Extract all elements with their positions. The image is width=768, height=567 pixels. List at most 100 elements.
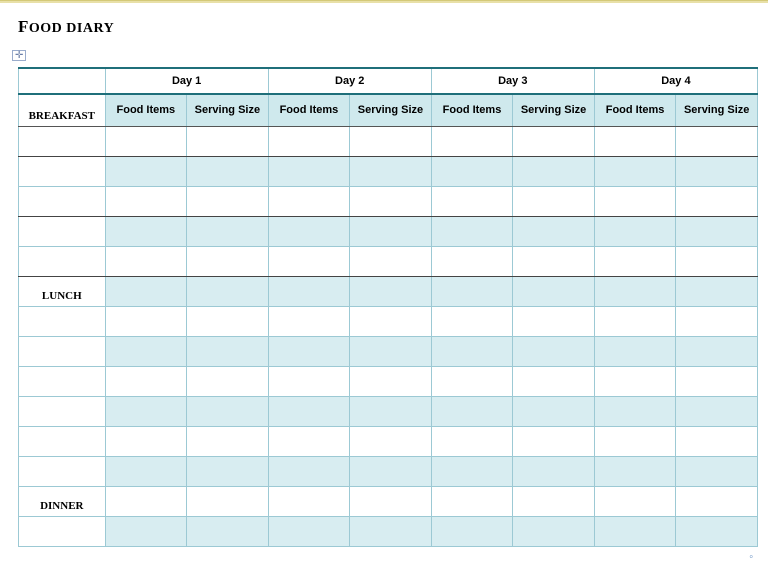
data-cell[interactable] — [513, 276, 595, 306]
data-cell[interactable] — [594, 486, 676, 516]
data-cell[interactable] — [350, 396, 432, 426]
data-cell[interactable] — [268, 486, 350, 516]
data-cell[interactable] — [513, 456, 595, 486]
data-cell[interactable] — [431, 396, 513, 426]
data-cell[interactable] — [676, 216, 758, 246]
data-cell[interactable] — [431, 186, 513, 216]
data-cell[interactable] — [187, 156, 269, 186]
data-cell[interactable] — [105, 246, 187, 276]
data-cell[interactable] — [594, 456, 676, 486]
data-cell[interactable] — [676, 156, 758, 186]
data-cell[interactable] — [268, 276, 350, 306]
data-cell[interactable] — [350, 276, 432, 306]
data-cell[interactable] — [187, 336, 269, 366]
data-cell[interactable] — [676, 366, 758, 396]
data-cell[interactable] — [594, 336, 676, 366]
data-cell[interactable] — [350, 306, 432, 336]
data-cell[interactable] — [268, 306, 350, 336]
data-cell[interactable] — [513, 126, 595, 156]
data-cell[interactable] — [350, 186, 432, 216]
data-cell[interactable] — [513, 156, 595, 186]
data-cell[interactable] — [105, 216, 187, 246]
data-cell[interactable] — [187, 516, 269, 546]
data-cell[interactable] — [431, 246, 513, 276]
data-cell[interactable] — [268, 216, 350, 246]
data-cell[interactable] — [676, 456, 758, 486]
data-cell[interactable] — [105, 336, 187, 366]
data-cell[interactable] — [431, 366, 513, 396]
data-cell[interactable] — [594, 516, 676, 546]
data-cell[interactable] — [268, 396, 350, 426]
data-cell[interactable] — [187, 366, 269, 396]
data-cell[interactable] — [431, 306, 513, 336]
data-cell[interactable] — [513, 516, 595, 546]
data-cell[interactable] — [594, 126, 676, 156]
data-cell[interactable] — [105, 126, 187, 156]
data-cell[interactable] — [676, 306, 758, 336]
data-cell[interactable] — [513, 396, 595, 426]
data-cell[interactable] — [594, 246, 676, 276]
data-cell[interactable] — [105, 426, 187, 456]
data-cell[interactable] — [676, 336, 758, 366]
data-cell[interactable] — [676, 126, 758, 156]
data-cell[interactable] — [431, 426, 513, 456]
data-cell[interactable] — [431, 126, 513, 156]
data-cell[interactable] — [350, 216, 432, 246]
data-cell[interactable] — [268, 156, 350, 186]
data-cell[interactable] — [513, 336, 595, 366]
data-cell[interactable] — [105, 306, 187, 336]
data-cell[interactable] — [350, 516, 432, 546]
data-cell[interactable] — [350, 366, 432, 396]
data-cell[interactable] — [268, 186, 350, 216]
data-cell[interactable] — [268, 426, 350, 456]
data-cell[interactable] — [350, 426, 432, 456]
data-cell[interactable] — [431, 336, 513, 366]
data-cell[interactable] — [431, 156, 513, 186]
data-cell[interactable] — [431, 456, 513, 486]
data-cell[interactable] — [676, 516, 758, 546]
data-cell[interactable] — [350, 336, 432, 366]
data-cell[interactable] — [350, 456, 432, 486]
data-cell[interactable] — [268, 366, 350, 396]
data-cell[interactable] — [513, 306, 595, 336]
data-cell[interactable] — [187, 126, 269, 156]
data-cell[interactable] — [268, 246, 350, 276]
data-cell[interactable] — [594, 396, 676, 426]
data-cell[interactable] — [431, 276, 513, 306]
data-cell[interactable] — [594, 216, 676, 246]
data-cell[interactable] — [187, 276, 269, 306]
data-cell[interactable] — [676, 246, 758, 276]
data-cell[interactable] — [594, 366, 676, 396]
data-cell[interactable] — [676, 486, 758, 516]
data-cell[interactable] — [431, 216, 513, 246]
data-cell[interactable] — [350, 486, 432, 516]
data-cell[interactable] — [187, 486, 269, 516]
data-cell[interactable] — [105, 366, 187, 396]
data-cell[interactable] — [513, 486, 595, 516]
data-cell[interactable] — [105, 486, 187, 516]
data-cell[interactable] — [513, 216, 595, 246]
data-cell[interactable] — [268, 126, 350, 156]
data-cell[interactable] — [431, 516, 513, 546]
data-cell[interactable] — [105, 156, 187, 186]
data-cell[interactable] — [105, 276, 187, 306]
data-cell[interactable] — [187, 306, 269, 336]
data-cell[interactable] — [513, 426, 595, 456]
data-cell[interactable] — [268, 516, 350, 546]
data-cell[interactable] — [105, 456, 187, 486]
data-cell[interactable] — [105, 396, 187, 426]
data-cell[interactable] — [105, 186, 187, 216]
data-cell[interactable] — [594, 156, 676, 186]
data-cell[interactable] — [676, 186, 758, 216]
data-cell[interactable] — [187, 396, 269, 426]
data-cell[interactable] — [676, 276, 758, 306]
data-cell[interactable] — [594, 306, 676, 336]
data-cell[interactable] — [187, 246, 269, 276]
data-cell[interactable] — [594, 186, 676, 216]
data-cell[interactable] — [350, 246, 432, 276]
data-cell[interactable] — [187, 216, 269, 246]
data-cell[interactable] — [350, 156, 432, 186]
data-cell[interactable] — [431, 486, 513, 516]
data-cell[interactable] — [187, 186, 269, 216]
data-cell[interactable] — [513, 366, 595, 396]
